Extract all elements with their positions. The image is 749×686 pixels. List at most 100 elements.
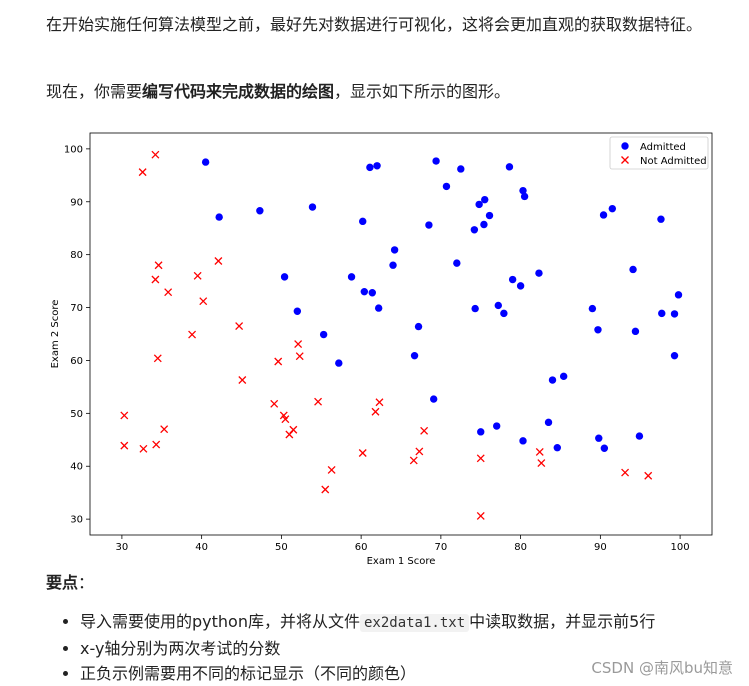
admitted-point [359,217,367,226]
admitted-point [410,351,419,360]
instruction-paragraph: 现在，你需要编写代码来完成数据的绘图，显示如下所示的图形。 [46,79,736,105]
not-admitted-point [358,449,367,457]
admitted-point [635,432,644,440]
y-tick-label: 70 [70,303,83,314]
admitted-point [553,444,561,452]
not-admitted-point [138,168,147,177]
not-admitted-point [289,425,298,434]
x-tick-label: 30 [116,542,129,553]
not-admitted-point [164,288,173,297]
not-admitted-point [160,425,169,434]
legend-box [609,136,709,170]
not-admitted-point [193,271,202,280]
legend-admitted-marker [621,142,629,150]
not-admitted-point [139,444,148,453]
admitted-point [670,310,679,318]
admitted-point [425,221,433,229]
legend: Admitted Not Admitted [609,136,709,170]
not-admitted-point [415,447,424,456]
admitted-point [548,376,557,384]
not-admitted-point [476,454,485,463]
admitted-point [293,307,302,315]
admitted-point [608,204,617,213]
key-points-title: 要点 [46,573,79,592]
admitted-point [520,192,529,201]
key-points-list: 导入需要使用的python库，并将从文件ex2data1.txt中读取数据，并显… [62,609,740,686]
admitted-point [215,213,223,221]
key-point-item: 导入需要使用的python库，并将从文件ex2data1.txt中读取数据，并显… [80,609,740,636]
admitted-point [516,282,525,290]
admitted-point [519,437,527,445]
not-admitted-point [151,150,160,159]
not-admitted-point [214,257,223,265]
not-admitted-point [152,440,161,449]
key-point-text: 正负示例需要用不同的标记显示（不同的颜色） [80,664,417,683]
x-tick-label: 80 [514,542,527,553]
admitted-point [599,211,608,219]
x-tick-label: 60 [355,542,368,553]
not-admitted-point [238,376,247,384]
instruction-emphasis: 编写代码来完成数据的绘图 [142,82,335,101]
not-admitted-point [371,407,380,416]
not-admitted-point [281,415,290,424]
not-admitted-point [644,471,653,480]
admitted-point [595,434,603,442]
legend-not-admitted-marker [621,156,629,164]
not-admitted-point [154,261,163,270]
instruction-text-after: ，显示如下所示的图形。 [334,82,511,101]
not-admitted-point [188,330,197,339]
not-admitted-point [120,441,129,450]
not-admitted-point [153,354,162,363]
not-admitted-point [151,275,160,284]
admitted-point [485,211,494,220]
admitted-point [588,304,597,313]
data-points [120,150,683,520]
not-admitted-point [327,465,336,474]
x-tick-label: 50 [275,542,288,553]
admitted-point [308,203,317,211]
admitted-point [477,428,485,436]
admitted-point [519,186,527,195]
not-admitted-point [535,447,544,456]
admitted-point [657,215,665,223]
admitted-point [280,273,289,281]
admitted-point [414,322,423,331]
intro-paragraph: 在开始实施任何算法模型之前，最好先对数据进行可视化，这将会更加直观的获取数据特征… [46,15,703,34]
not-admitted-point [409,456,418,465]
y-tick-label: 80 [70,250,83,261]
admitted-point [600,444,609,452]
x-tick-label: 40 [195,542,208,553]
key-points-colon: ： [78,573,95,592]
admitted-point [475,200,483,209]
plot-area [89,132,713,536]
csdn-watermark: CSDN @南风bu知意 [591,659,733,677]
not-admitted-point [294,340,303,349]
admitted-point [470,226,479,234]
admitted-point [366,163,374,172]
not-admitted-point [295,352,304,361]
not-admitted-point [235,322,244,331]
admitted-point [480,220,488,229]
admitted-point [629,265,637,274]
not-admitted-point [537,459,546,468]
admitted-point [508,275,517,284]
instruction-text-before: 现在，你需要 [46,82,143,101]
admitted-point [335,359,343,367]
admitted-point [347,273,356,281]
not-admitted-point [270,399,279,408]
admitted-point [453,259,461,267]
y-tick-label: 30 [70,515,83,526]
legend-not-admitted-label: Not Admitted [640,156,707,167]
not-admitted-point [314,397,323,406]
admitted-point [201,158,210,166]
admitted-point [374,304,383,312]
admitted-point [368,289,376,297]
key-point-text: 导入需要使用的python库，并将从文件 [80,612,360,631]
admitted-point [631,327,640,336]
not-admitted-point [420,426,429,435]
admitted-point [360,287,369,296]
key-point-text-after: 中读取数据，并显示前5行 [469,612,656,631]
not-admitted-point [274,357,283,366]
not-admitted-point [120,411,129,420]
admitted-point [432,157,440,165]
